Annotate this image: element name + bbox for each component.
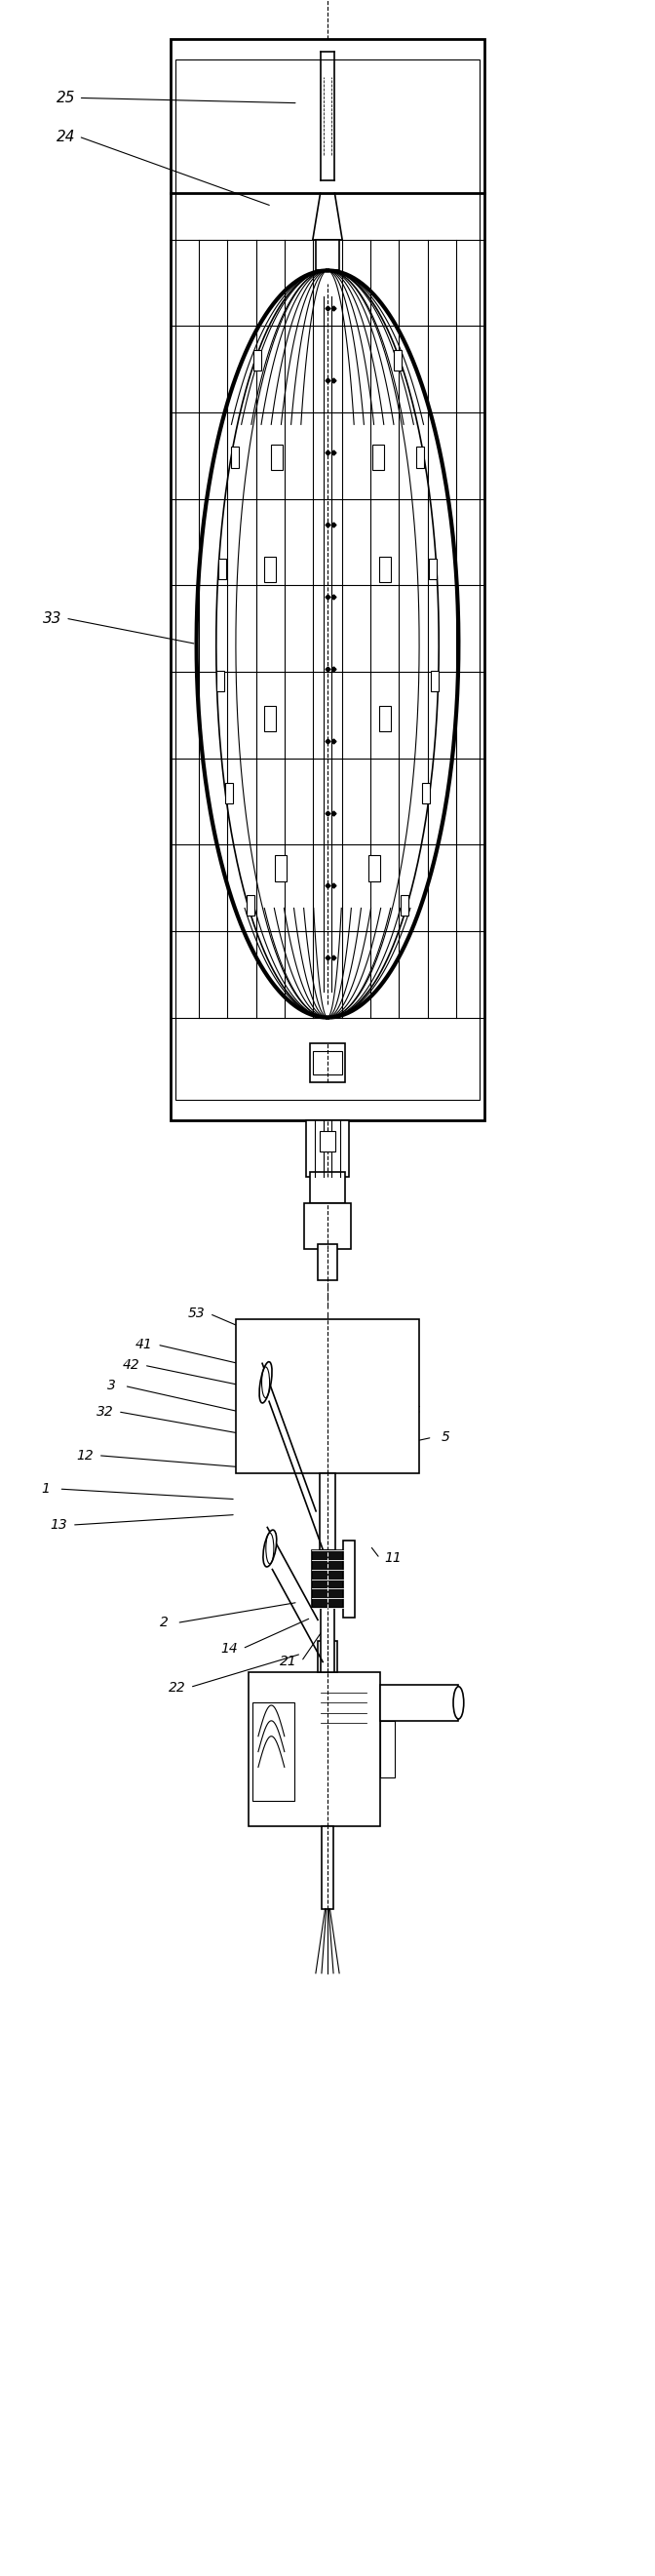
Bar xyxy=(430,670,438,690)
Text: 4: 4 xyxy=(408,1376,417,1391)
Text: 11: 11 xyxy=(384,1551,402,1566)
Text: 2: 2 xyxy=(159,1615,168,1631)
Bar xyxy=(176,59,479,1100)
Bar xyxy=(369,855,381,881)
Text: 22: 22 xyxy=(168,1680,185,1695)
Bar xyxy=(322,1826,333,1909)
Bar xyxy=(422,783,430,804)
Bar xyxy=(318,1641,337,1672)
Text: 14: 14 xyxy=(221,1641,238,1656)
Bar xyxy=(379,706,391,732)
Text: 5: 5 xyxy=(441,1430,450,1445)
Bar xyxy=(318,1244,337,1280)
Bar xyxy=(274,855,286,881)
Bar xyxy=(380,1721,394,1777)
Text: 24: 24 xyxy=(56,129,75,144)
Text: 23: 23 xyxy=(326,1414,343,1430)
Bar xyxy=(343,1540,355,1618)
Text: 32: 32 xyxy=(96,1404,113,1419)
Bar xyxy=(225,783,233,804)
Text: 3: 3 xyxy=(107,1378,116,1394)
Bar xyxy=(170,39,485,1121)
Text: 13: 13 xyxy=(50,1517,67,1533)
Bar xyxy=(316,240,339,270)
Bar xyxy=(309,1043,345,1082)
Bar xyxy=(236,1319,419,1473)
Bar xyxy=(247,896,255,917)
Bar xyxy=(394,350,402,371)
Text: 15: 15 xyxy=(404,1404,421,1419)
Bar xyxy=(313,1051,342,1074)
Text: 1: 1 xyxy=(41,1481,50,1497)
Bar xyxy=(217,670,225,690)
Bar xyxy=(309,1172,345,1203)
Bar xyxy=(417,448,424,469)
Text: 25: 25 xyxy=(56,90,75,106)
Ellipse shape xyxy=(263,1530,276,1566)
Text: 12: 12 xyxy=(77,1448,94,1463)
Bar xyxy=(231,448,238,469)
Bar xyxy=(252,1703,295,1801)
Text: 53: 53 xyxy=(188,1306,205,1321)
Bar xyxy=(307,1121,348,1177)
Bar xyxy=(400,896,408,917)
Bar xyxy=(319,1131,335,1151)
Bar xyxy=(319,1473,335,1551)
Bar xyxy=(373,443,384,469)
Bar xyxy=(320,1607,335,1672)
Bar xyxy=(379,556,391,582)
Ellipse shape xyxy=(453,1687,464,1718)
Bar xyxy=(312,1551,343,1607)
Ellipse shape xyxy=(259,1363,272,1404)
Text: 16: 16 xyxy=(358,1404,375,1419)
Bar xyxy=(429,559,437,580)
Text: 33: 33 xyxy=(43,611,62,626)
Text: 21: 21 xyxy=(280,1654,297,1669)
Text: 42: 42 xyxy=(122,1358,140,1373)
Bar xyxy=(218,559,226,580)
Bar xyxy=(380,1685,458,1721)
Bar xyxy=(264,556,276,582)
Bar xyxy=(305,1203,350,1249)
Bar xyxy=(271,443,282,469)
Bar xyxy=(264,706,276,732)
Bar xyxy=(253,350,261,371)
Text: 41: 41 xyxy=(136,1337,153,1352)
Bar xyxy=(249,1672,380,1826)
